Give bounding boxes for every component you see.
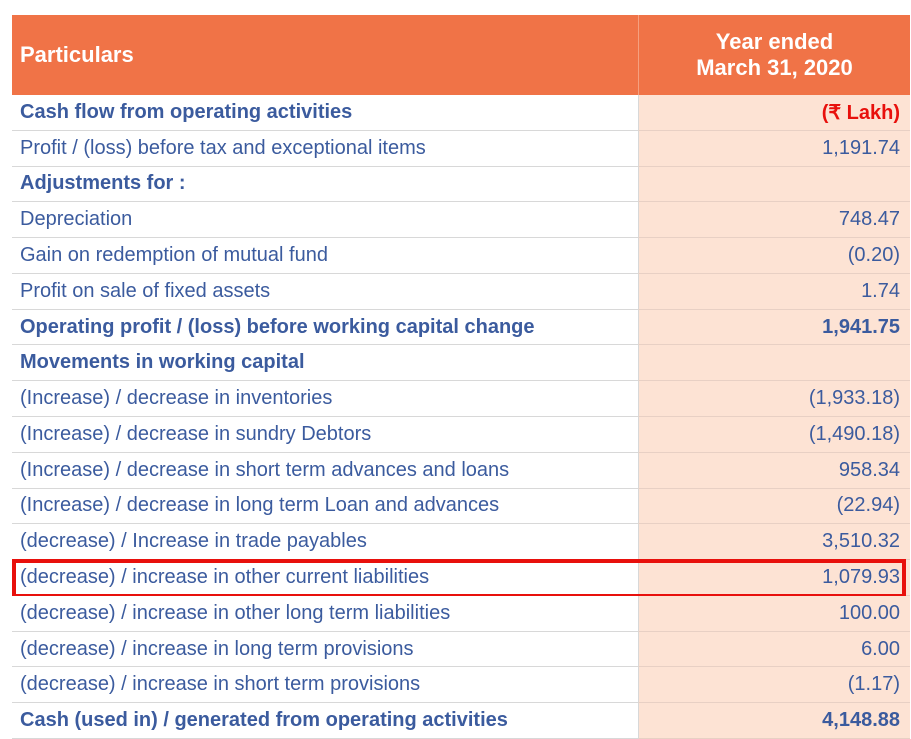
row-value: 1,941.75 <box>638 309 910 346</box>
row-value: 4,148.88 <box>638 703 910 739</box>
header-year-line: Year ended <box>715 29 834 54</box>
row-label: (Increase) / decrease in sundry Debtors <box>12 417 638 453</box>
row-value: (1.17) <box>638 667 910 704</box>
row-value: 958.34 <box>638 452 910 489</box>
header-particulars: Particulars <box>12 15 638 95</box>
row-value: (1,490.18) <box>638 417 910 453</box>
row-label: Profit / (loss) before tax and exception… <box>12 130 638 167</box>
highlight-box <box>12 559 906 598</box>
row-label: (decrease) / increase in other current l… <box>12 560 638 596</box>
row-label: Cash (used in) / generated from operatin… <box>12 703 638 739</box>
row-value: 1,079.93 <box>638 560 910 596</box>
header-year-line: March 31, 2020 <box>696 55 853 80</box>
row-label: Cash flow from operating activities <box>12 95 638 131</box>
row-value: 1.74 <box>638 273 910 310</box>
row-value <box>638 345 910 382</box>
header-year: Year ended March 31, 2020 <box>638 15 910 95</box>
row-value: 100.00 <box>638 595 910 632</box>
row-value: (22.94) <box>638 488 910 525</box>
row-value: 3,510.32 <box>638 524 910 561</box>
row-label: Operating profit / (loss) before working… <box>12 309 638 346</box>
row-label: (Increase) / decrease in long term Loan … <box>12 488 638 525</box>
row-value: (0.20) <box>638 238 910 274</box>
row-label: (decrease) / increase in other long term… <box>12 595 638 632</box>
row-label: Movements in working capital <box>12 345 638 382</box>
row-label: Adjustments for : <box>12 166 638 203</box>
row-value: 6.00 <box>638 631 910 668</box>
row-label: Profit on sale of fixed assets <box>12 273 638 310</box>
row-label: (decrease) / Increase in trade payables <box>12 524 638 561</box>
row-value: (₹ Lakh) <box>638 95 910 131</box>
row-label: (Increase) / decrease in short term adva… <box>12 452 638 489</box>
row-value: 748.47 <box>638 202 910 239</box>
row-label: (decrease) / increase in short term prov… <box>12 667 638 704</box>
row-value <box>638 166 910 203</box>
row-label: Depreciation <box>12 202 638 239</box>
row-value: (1,933.18) <box>638 381 910 417</box>
row-label: (decrease) / increase in long term provi… <box>12 631 638 668</box>
row-label: (Increase) / decrease in inventories <box>12 381 638 417</box>
row-value: 1,191.74 <box>638 130 910 167</box>
row-label: Gain on redemption of mutual fund <box>12 238 638 274</box>
